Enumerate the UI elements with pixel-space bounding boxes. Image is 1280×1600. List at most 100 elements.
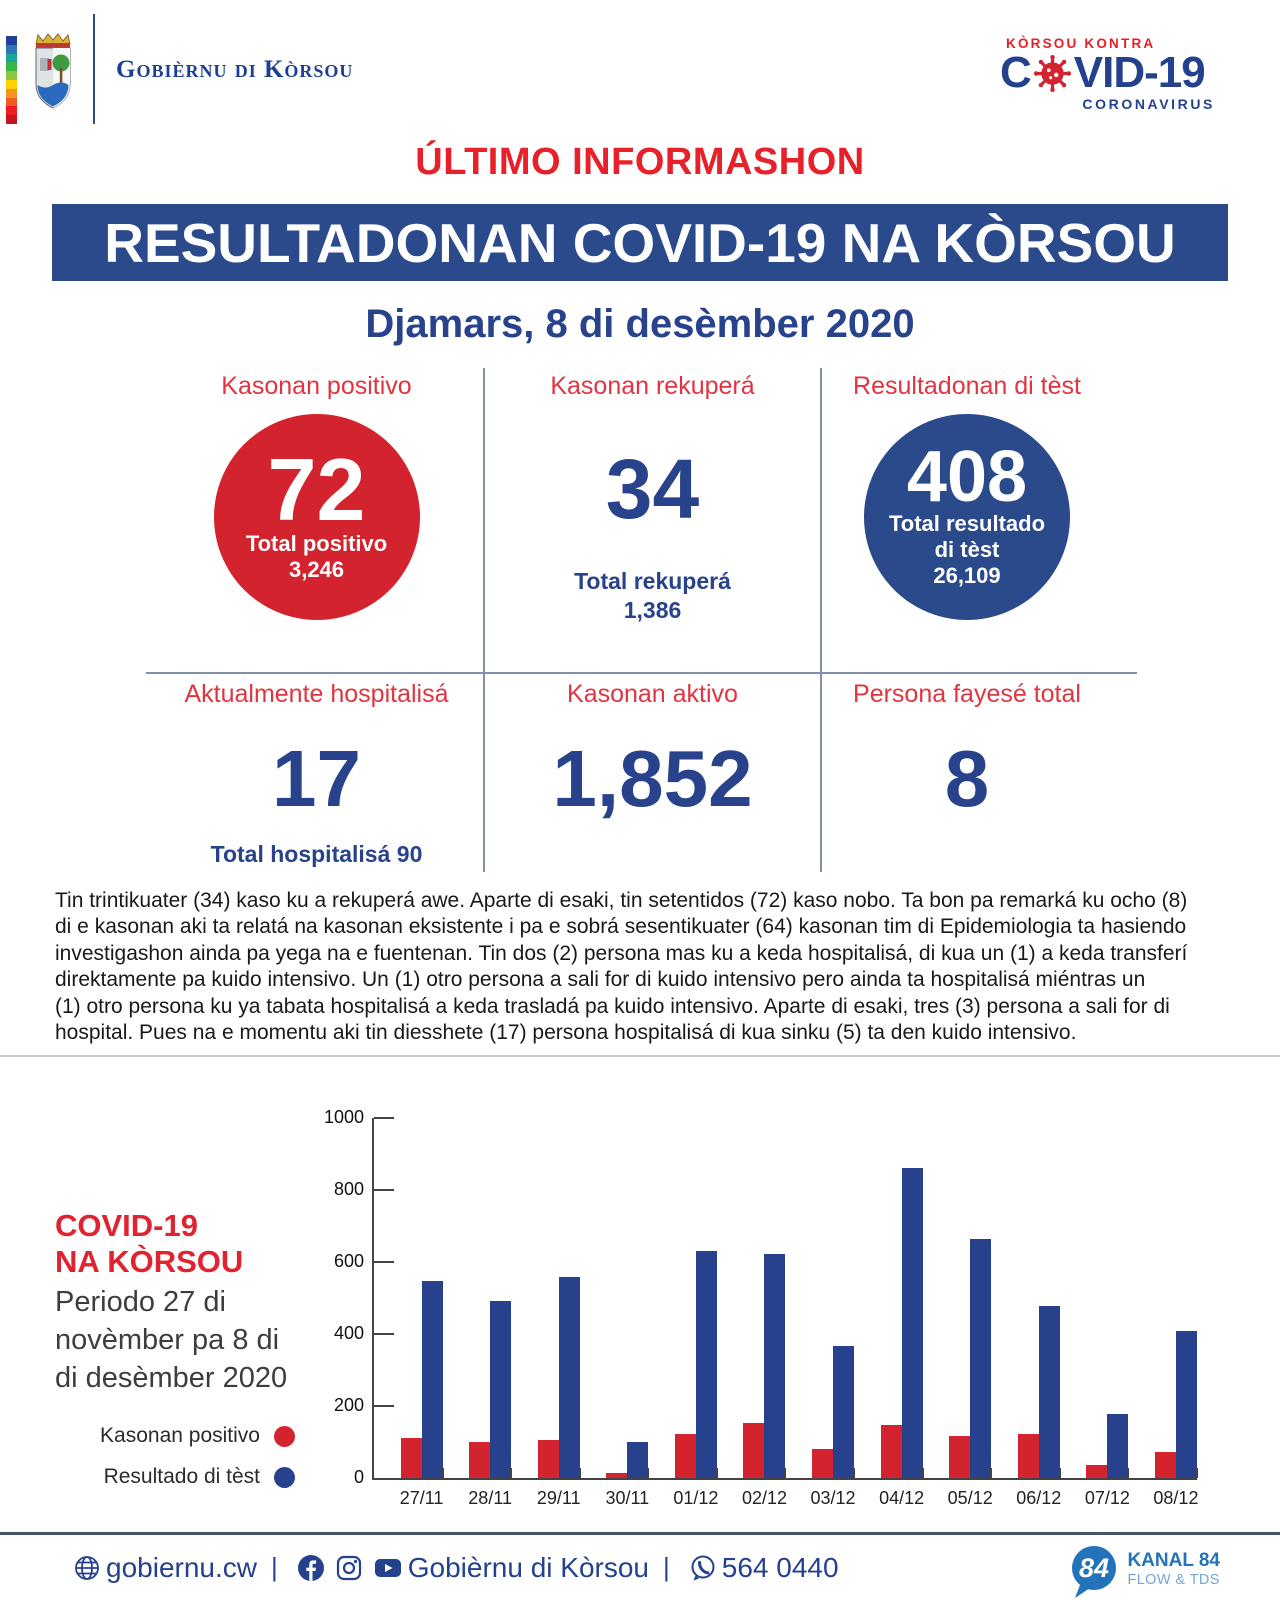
bar-group: 08/12 xyxy=(1128,1118,1198,1508)
stat-value: 17 xyxy=(272,734,361,823)
bar-resultado-di-t-st xyxy=(421,1280,443,1478)
paragraph-line: hospital. Pues na e momentu aki tin dies… xyxy=(55,1021,1077,1045)
footer-separator: | xyxy=(663,1552,670,1582)
x-axis-tick xyxy=(578,1468,581,1478)
x-axis-tick-label: 05/12 xyxy=(947,1488,993,1508)
bar-kasonan-positivo xyxy=(606,1472,628,1478)
stat-positive-cases: Kasonan positivo 72 Total positivo 3,246 xyxy=(150,372,483,620)
stat-label: Persona fayesé total xyxy=(853,680,1081,708)
x-axis-tick-label: 08/12 xyxy=(1153,1488,1199,1508)
bar-group: 06/12 xyxy=(991,1118,1061,1508)
whatsapp-icon xyxy=(689,1554,717,1582)
covid19-logo: KÒRSOU KONTRA C xyxy=(1000,36,1215,112)
bar-resultado-di-t-st xyxy=(1175,1331,1197,1478)
footer-separator: | xyxy=(270,1552,278,1582)
stat-value: 72 xyxy=(267,440,366,540)
stat-value: 408 xyxy=(906,437,1028,518)
x-axis-tick-label: 29/11 xyxy=(536,1488,581,1508)
stat-sub: Total positivo xyxy=(245,531,388,557)
y-axis-tick-label: 400 xyxy=(333,1323,364,1343)
stats-divider-vertical-1 xyxy=(483,368,485,872)
x-axis-tick xyxy=(784,1468,787,1478)
bar-kasonan-positivo xyxy=(400,1438,422,1478)
y-axis-tick xyxy=(374,1189,394,1191)
chart-title-line1: COVID-19 xyxy=(55,1208,198,1243)
summary-paragraph: Tin trintikuater (34) kaso ku a rekuperá… xyxy=(55,888,1240,1046)
virus-icon xyxy=(1033,54,1071,92)
stat-label: Kasonan rekuperá xyxy=(550,372,755,400)
stat-label: Kasonan aktivo xyxy=(567,680,738,708)
bar-resultado-di-t-st xyxy=(695,1251,717,1478)
stats-divider-vertical-2 xyxy=(820,368,822,872)
instagram-icon xyxy=(335,1554,363,1582)
x-axis-tick-label: 30/11 xyxy=(605,1488,650,1508)
covid-logo-sub: CORONAVIRUS xyxy=(1082,96,1215,112)
bar-resultado-di-t-st xyxy=(764,1254,786,1478)
bar-kasonan-positivo xyxy=(743,1422,765,1478)
paragraph-line: (1) otro persona ku ya tabata hospitalis… xyxy=(55,994,1170,1018)
y-axis-tick-label: 0 xyxy=(353,1467,364,1487)
date-line: Djamars, 8 di desèmber 2020 xyxy=(365,302,915,346)
kanal84-tagline: FLOW & TDS xyxy=(1127,1571,1220,1588)
bar-group: 07/12 xyxy=(1060,1118,1130,1508)
chart-legend: Kasonan positivo Resultado di tèst xyxy=(55,1424,295,1506)
stat-sub-line1: Total rekuperá xyxy=(574,568,731,594)
kanal84-logo: 84 KANAL 84 FLOW & TDS xyxy=(1069,1544,1220,1600)
bar-resultado-di-t-st xyxy=(1107,1413,1129,1478)
footer-phone: 564 0440 xyxy=(721,1551,839,1583)
x-axis-tick-label: 03/12 xyxy=(810,1488,856,1508)
stat-sub: Total rekuperá 1,386 xyxy=(485,567,820,625)
x-axis-tick xyxy=(1195,1468,1198,1478)
stat-sub-line1: Total resultado xyxy=(888,510,1046,536)
bar-resultado-di-t-st xyxy=(627,1442,649,1478)
x-axis-tick-label: 07/12 xyxy=(1084,1488,1130,1508)
kanal84-badge-icon: 84 xyxy=(1072,1546,1117,1598)
legend-item: Kasonan positivo xyxy=(55,1424,295,1448)
footer-website: gobiernu.cw xyxy=(106,1551,257,1583)
x-axis-tick xyxy=(921,1468,924,1478)
legend-dot xyxy=(274,1466,295,1488)
chart-title-line2: NA KÒRSOU xyxy=(55,1243,244,1279)
bar-kasonan-positivo xyxy=(880,1425,902,1478)
bar-kasonan-positivo xyxy=(1086,1465,1108,1478)
bar-kasonan-positivo xyxy=(674,1434,696,1478)
stat-sub-total: Total hospitalisá 90 xyxy=(210,841,423,867)
stats-divider-horizontal xyxy=(146,672,1137,674)
bar-group: 02/12 xyxy=(717,1118,787,1508)
stat-active-cases: Kasonan aktivo 1,852 xyxy=(485,680,820,819)
bar-resultado-di-t-st xyxy=(970,1238,992,1478)
footer-social-name: Gobièrnu di Kòrsou xyxy=(407,1551,650,1583)
y-axis-tick-label: 200 xyxy=(333,1395,364,1415)
bar-group: 05/12 xyxy=(923,1118,993,1508)
covid-logo-c: C xyxy=(1000,48,1032,97)
stat-label: Kasonan positivo xyxy=(221,372,412,400)
kanal84-badge-number: 84 xyxy=(1079,1553,1109,1583)
stat-label: Resultadonan di tèst xyxy=(853,372,1081,400)
chart-title-block: COVID-19 NA KÒRSOU Periodo 27 di novèmbe… xyxy=(55,1208,287,1397)
stat-deceased: Persona fayesé total 8 xyxy=(822,680,1112,819)
stat-value: 1,852 xyxy=(552,734,753,823)
bar-kasonan-positivo xyxy=(469,1442,491,1478)
kanal84-name: KANAL 84 xyxy=(1127,1550,1220,1571)
bar-resultado-di-t-st xyxy=(833,1345,855,1478)
footer-bar: gobiernu.cw | Gobièrnu di Kòrsou | xyxy=(0,1532,1280,1600)
stat-sub-line2: 1,386 xyxy=(623,596,682,623)
stat-value: 8 xyxy=(944,734,990,823)
bar-kasonan-positivo xyxy=(1017,1434,1039,1478)
bar-group: 03/12 xyxy=(785,1118,856,1508)
bar-group: 27/11 xyxy=(374,1118,444,1508)
x-axis-tick-label: 27/11 xyxy=(399,1488,444,1508)
chart-bars: 27/11 28/11 29/11 30/11 01/12 02/12 03/12 04/12… xyxy=(374,1118,1198,1508)
bar-group: 01/12 xyxy=(648,1118,718,1508)
x-axis-tick-label: 06/12 xyxy=(1016,1488,1062,1508)
paragraph-line: investigashon ainda pa yega na e fuenten… xyxy=(55,941,1188,965)
header-divider xyxy=(93,14,95,124)
x-axis-tick xyxy=(647,1468,650,1478)
y-axis-tick-label: 600 xyxy=(333,1251,364,1271)
stat-label: Aktualmente hospitalisá xyxy=(184,680,449,708)
tests-circle: 408 Total resultado di tèst 26,109 xyxy=(864,414,1070,620)
bar-kasonan-positivo xyxy=(949,1435,971,1478)
y-axis-tick xyxy=(374,1117,394,1119)
x-axis-tick-label: 28/11 xyxy=(468,1488,513,1508)
